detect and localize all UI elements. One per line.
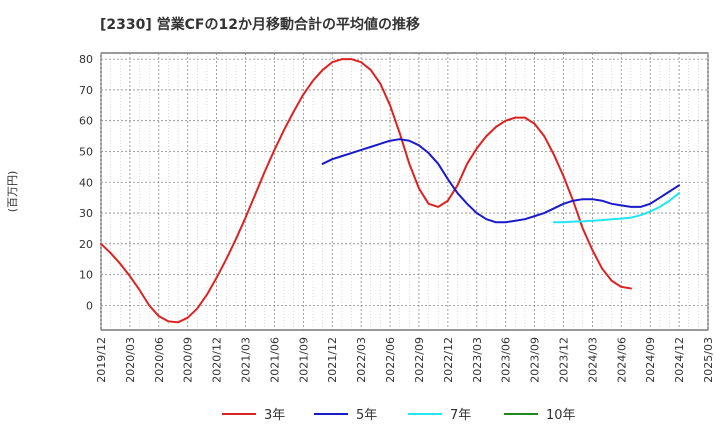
x-tick-label: 2023/09 xyxy=(529,337,542,383)
plot-frame xyxy=(100,52,709,331)
legend: 3年 5年 7年 10年 xyxy=(222,408,576,423)
x-tick-label: 2024/12 xyxy=(673,337,686,383)
y-tick-label: 30 xyxy=(79,207,93,220)
y-tick-label: 60 xyxy=(79,115,93,128)
x-tick-label: 2023/12 xyxy=(557,337,570,383)
y-tick-label: 10 xyxy=(79,269,93,282)
series-line-3年 xyxy=(100,58,632,324)
x-tick-label: 2020/12 xyxy=(211,337,224,383)
x-tick-label: 2024/06 xyxy=(615,337,628,383)
x-tick-label: 2019/12 xyxy=(95,337,108,383)
x-tick-label: 2022/03 xyxy=(355,337,368,383)
legend-label: 3年 xyxy=(264,408,285,423)
series-line-5年 xyxy=(321,138,681,224)
y-tick-label: 70 xyxy=(79,84,93,97)
grid-layer xyxy=(100,52,709,331)
chart-title: [2330] 営業CFの12か月移動合計の平均値の推移 xyxy=(100,16,420,33)
legend-label: 5年 xyxy=(356,408,377,423)
x-tick-label: 2024/03 xyxy=(586,337,599,383)
x-tick-label: 2020/06 xyxy=(153,337,166,383)
x-tick-label: 2021/09 xyxy=(297,337,310,383)
y-axis-label: (百万円) xyxy=(6,171,19,213)
x-tick-label: 2020/03 xyxy=(124,337,137,383)
y-tick-label: 40 xyxy=(79,176,93,189)
legend-label: 7年 xyxy=(450,408,471,423)
legend-label: 10年 xyxy=(546,408,576,423)
x-tick-label: 2024/09 xyxy=(644,337,657,383)
x-tick-label: 2021/03 xyxy=(240,337,253,383)
y-tick-label: 50 xyxy=(79,145,93,158)
x-tick-label: 2025/03 xyxy=(702,337,715,383)
y-tick-label: 20 xyxy=(79,238,93,251)
x-tick-label: 2023/06 xyxy=(500,337,513,383)
series-layer xyxy=(100,58,681,324)
x-tick-label: 2022/09 xyxy=(413,337,426,383)
axis-layer: 0 10 20 30 40 50 60 70 80 2019/12 2020/03 2020/06 20… xyxy=(79,53,715,383)
y-tick-label: 0 xyxy=(86,299,93,312)
y-tick-label: 80 xyxy=(79,53,93,66)
x-tick-label: 2022/06 xyxy=(384,337,397,383)
x-tick-label: 2022/12 xyxy=(442,337,455,383)
x-tick-label: 2021/06 xyxy=(268,337,281,383)
series-line-7年 xyxy=(552,192,681,224)
x-tick-label: 2020/09 xyxy=(182,337,195,383)
x-tick-label: 2023/03 xyxy=(471,337,484,383)
x-tick-label: 2021/12 xyxy=(326,337,339,383)
